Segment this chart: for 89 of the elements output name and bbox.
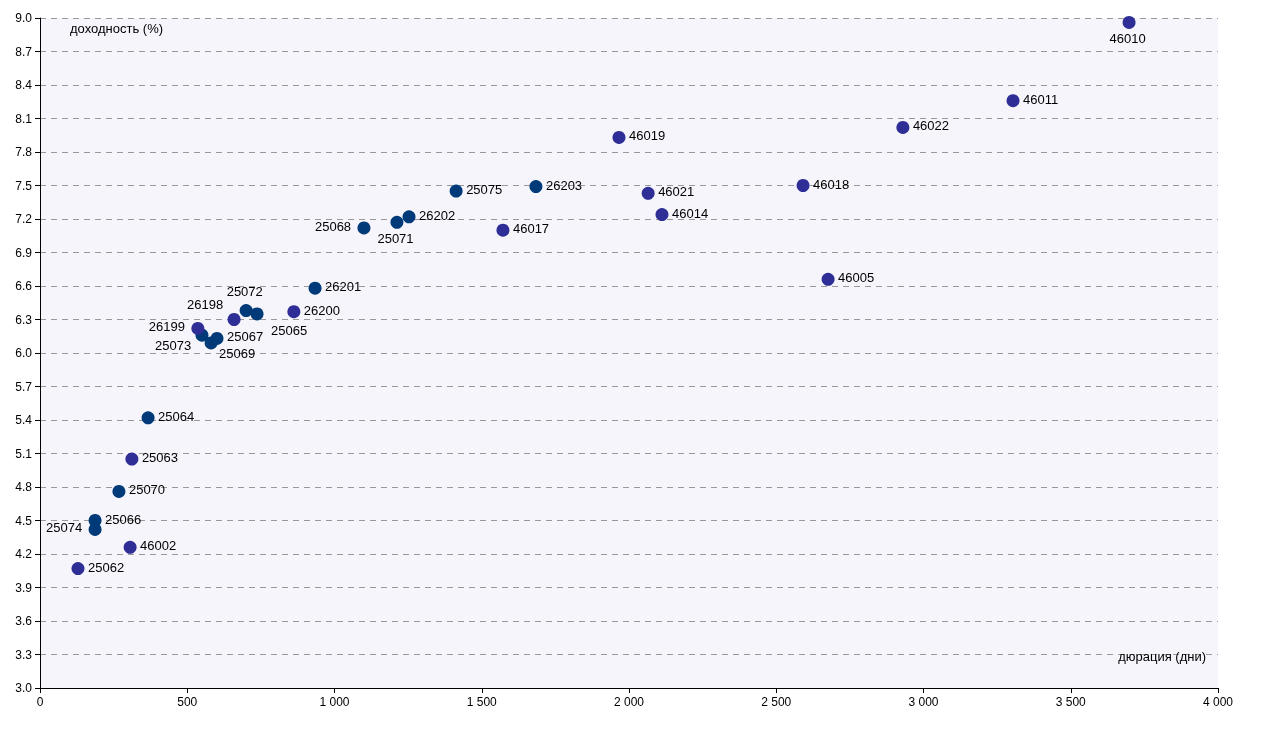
annotation: 46018 <box>813 176 850 192</box>
y-tick-label: 6.3 <box>15 312 33 327</box>
point <box>141 411 155 425</box>
x-tick-label: 0 <box>36 695 44 709</box>
y-tick-label: 6.6 <box>15 279 33 293</box>
point <box>227 313 241 326</box>
point <box>88 522 102 536</box>
point <box>250 307 264 321</box>
annotation: 25074 <box>46 520 83 536</box>
annotation: 46002 <box>140 538 177 554</box>
y-tick-label: 3.9 <box>15 580 33 595</box>
point <box>796 179 810 192</box>
annotation: 25070 <box>128 482 166 498</box>
point <box>239 304 253 318</box>
annotation: 25073 <box>154 338 192 354</box>
annotation: 25064 <box>158 408 195 424</box>
x-tick-label: 1 500 <box>466 695 498 709</box>
y-tick-label: 6.0 <box>15 346 33 360</box>
x-tick-label: 1 000 <box>319 695 350 709</box>
y-tick-label: 4.5 <box>15 513 33 528</box>
annotation: 25072 <box>226 283 263 299</box>
point <box>390 215 404 229</box>
point <box>1122 15 1136 29</box>
point <box>655 208 669 222</box>
point <box>210 331 224 345</box>
point <box>191 321 205 335</box>
y-tick-label: 5.7 <box>15 379 33 394</box>
annotation: 46022 <box>912 118 950 134</box>
x-tick-label: 2 500 <box>761 695 792 709</box>
annotation: 25062 <box>87 559 125 575</box>
x-tick-label: 500 <box>177 695 198 709</box>
point <box>287 305 301 319</box>
point <box>821 272 835 286</box>
point <box>123 540 137 554</box>
y-tick-label: 4.2 <box>15 547 33 561</box>
annotation: 26199 <box>148 319 186 335</box>
annotation: 46014 <box>671 205 709 221</box>
annotation: 26198 <box>187 296 224 312</box>
y-tick-label: 4.8 <box>15 480 33 494</box>
y-tick-label: 8.4 <box>15 78 33 92</box>
y-tick-label: 7.2 <box>15 212 33 226</box>
annotation: 25066 <box>105 511 142 527</box>
annotation: 46017 <box>512 221 550 237</box>
point <box>125 452 139 466</box>
point <box>449 184 463 198</box>
y-tick-label: 3.0 <box>15 681 33 695</box>
annotation: 46010 <box>1109 31 1146 47</box>
annotation: 25067 <box>226 329 264 345</box>
annotation: 26201 <box>325 279 362 295</box>
point <box>496 223 510 237</box>
x-tick-label: 3 500 <box>1055 695 1087 709</box>
x-tick-label: 4 000 <box>1202 695 1234 709</box>
annotation: 26200 <box>303 302 341 318</box>
x-tick-label: 3 000 <box>908 695 939 709</box>
y-tick-label: 8.7 <box>15 44 33 59</box>
annotation: 25075 <box>466 182 503 198</box>
x-tick-label: 2 000 <box>613 695 645 709</box>
y-tick-label: 7.8 <box>15 145 33 159</box>
y-axis-title: доходность (%) <box>70 21 164 36</box>
annotation: 46011 <box>1023 91 1059 107</box>
y-tick-label: 3.6 <box>15 614 33 628</box>
y-tick-label: 6.9 <box>15 245 33 260</box>
point <box>612 130 626 144</box>
x-axis-title: дюрация (дни) <box>1118 649 1206 664</box>
point <box>896 120 910 134</box>
annotation: 46021 <box>658 184 695 200</box>
annotation: 25069 <box>219 345 256 361</box>
y-tick-label: 8.1 <box>15 111 33 126</box>
point <box>308 281 322 295</box>
annotation: 26203 <box>545 177 583 193</box>
point <box>1006 94 1020 108</box>
point <box>529 180 543 194</box>
y-tick-label: 5.4 <box>15 413 33 427</box>
y-tick-label: 3.3 <box>15 647 33 662</box>
annotation: 26202 <box>419 207 456 223</box>
point <box>71 562 85 576</box>
y-tick-label: 5.1 <box>15 446 33 461</box>
point <box>402 210 416 224</box>
point <box>357 221 371 235</box>
point <box>641 186 655 200</box>
y-tick-label: 7.5 <box>15 178 33 193</box>
annotation: 46019 <box>628 128 666 144</box>
annotation: 25068 <box>314 218 352 234</box>
annotation: 46005 <box>838 270 875 286</box>
annotation: 25063 <box>141 450 179 466</box>
annotation: 25065 <box>271 322 308 338</box>
point <box>112 484 126 498</box>
annotation: 25071 <box>377 231 414 247</box>
y-tick-label: 9.0 <box>15 11 33 25</box>
